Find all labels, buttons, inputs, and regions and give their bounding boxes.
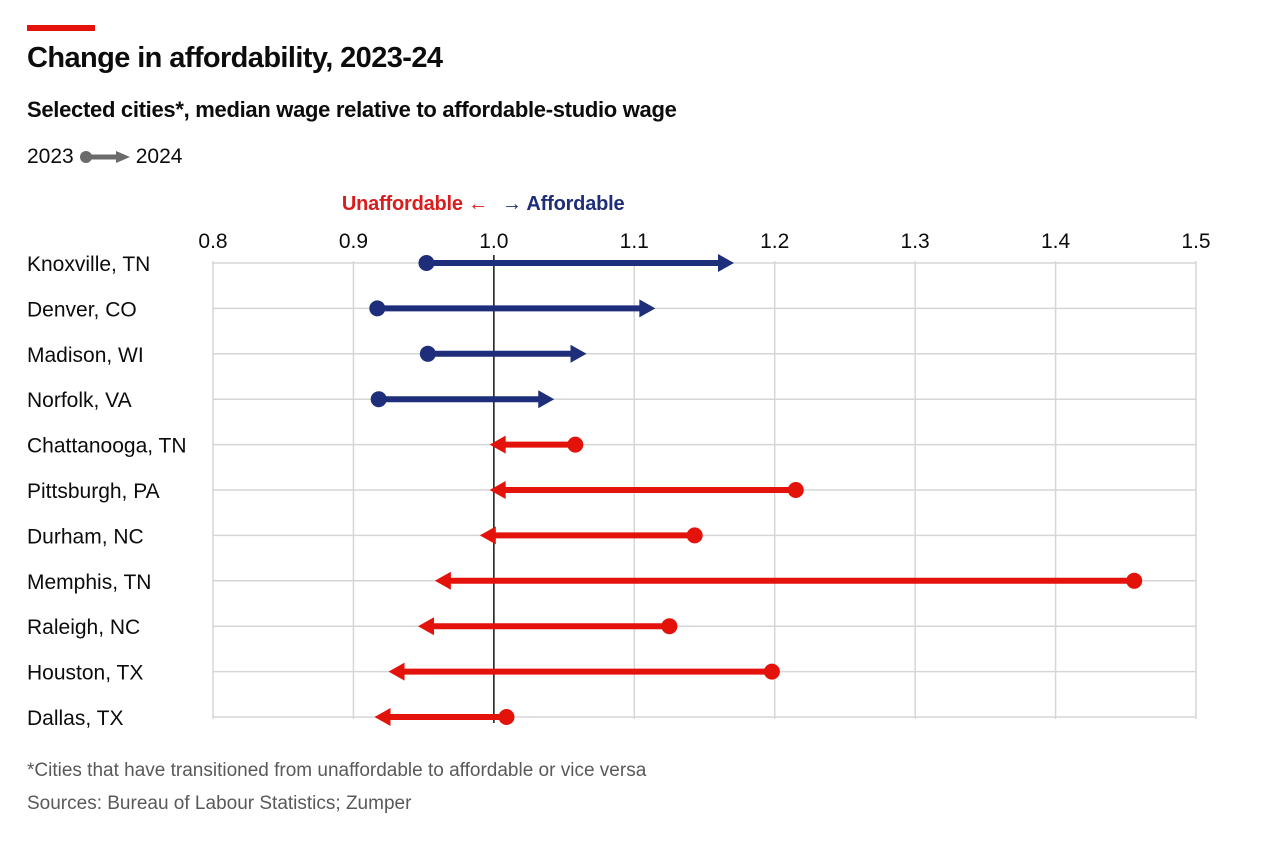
category-label: Durham, NC	[27, 525, 144, 548]
source-note: Sources: Bureau of Labour Statistics; Zu…	[27, 793, 412, 814]
chart-subtitle: Selected cities*, median wage relative t…	[27, 97, 677, 122]
legend: 2023 2024	[27, 145, 182, 169]
dot-2023	[567, 436, 584, 453]
category-label: Memphis, TN	[27, 571, 151, 594]
arrow-mark	[434, 571, 1143, 590]
category-label: Chattanooga, TN	[27, 435, 187, 458]
x-tick-label: 1.0	[479, 230, 508, 253]
x-axis-ticks: 0.8 0.9 1.0 1.1 1.2 1.3 1.4 1.5	[198, 230, 1210, 253]
arrow-mark	[369, 299, 656, 318]
x-tick-label: 1.5	[1181, 230, 1210, 253]
footnote: *Cities that have transitioned from unaf…	[27, 760, 647, 781]
arrow-mark	[489, 481, 804, 499]
dot-2023	[763, 663, 780, 680]
arrow-mark	[479, 526, 703, 545]
x-tick-label: 1.1	[620, 230, 649, 253]
arrow-head-2024	[479, 526, 496, 545]
arrow-head-2024	[639, 299, 656, 318]
arrow-mark	[418, 254, 734, 272]
arrow-mark	[489, 435, 584, 454]
arrow-mark	[419, 344, 587, 363]
arrow-head-2024	[570, 344, 587, 363]
arrow-mark	[388, 662, 780, 681]
dot-2023	[418, 255, 435, 271]
category-label: Pittsburgh, PA	[27, 480, 160, 503]
arrow-marks	[369, 254, 1143, 726]
arrow-head-2024	[374, 708, 391, 726]
arrow-head-2024	[489, 435, 506, 454]
category-label: Knoxville, TN	[27, 253, 150, 276]
dot-2023	[661, 618, 678, 635]
category-label: Raleigh, NC	[27, 616, 140, 639]
category-label: Madison, WI	[27, 344, 144, 367]
dot-2023	[1126, 572, 1143, 589]
dot-2023	[370, 391, 387, 408]
legend-end-label: 2024	[135, 145, 183, 168]
category-label: Dallas, TX	[27, 707, 123, 730]
dot-2023	[787, 482, 804, 498]
chart-title: Change in affordability, 2023-24	[27, 42, 443, 74]
x-tick-label: 1.4	[1041, 230, 1071, 253]
arrow-mark	[370, 390, 555, 409]
affordable-direction-label: → Affordable	[502, 193, 625, 215]
x-tick-label: 1.2	[760, 230, 789, 253]
x-tick-label: 0.9	[339, 230, 368, 253]
arrow-head-2024	[717, 254, 734, 272]
category-label: Norfolk, VA	[27, 389, 132, 412]
arrow-head-2024	[388, 662, 405, 681]
arrow-mark	[418, 617, 678, 636]
arrow-mark	[374, 708, 515, 726]
y-axis-categories: Knoxville, TN Denver, CO Madison, WI Norfol…	[27, 253, 187, 730]
legend-start-label: 2023	[27, 145, 74, 168]
dot-2023	[419, 345, 436, 362]
dot-2023	[369, 300, 386, 317]
legend-arrow-icon	[79, 151, 130, 163]
dot-2023	[686, 527, 703, 544]
arrow-head-2024	[418, 617, 435, 636]
x-tick-label: 1.3	[901, 230, 930, 253]
accent-bar	[27, 25, 95, 31]
arrow-head-2024	[538, 390, 555, 409]
category-label: Houston, TX	[27, 662, 143, 685]
arrow-head-2024	[434, 571, 451, 590]
unaffordable-direction-label: Unaffordable ←	[341, 193, 488, 215]
x-tick-label: 0.8	[198, 230, 227, 253]
category-label: Denver, CO	[27, 298, 137, 321]
arrow-head-2024	[489, 481, 506, 499]
dot-2023	[498, 709, 515, 725]
